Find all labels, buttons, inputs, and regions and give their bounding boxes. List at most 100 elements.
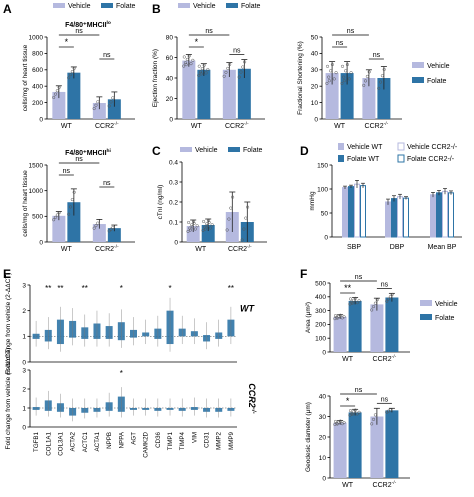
D-xlabel-SBP: SBP bbox=[347, 244, 361, 251]
D-legend-swatch-vehicle-ccr2 bbox=[397, 142, 405, 151]
A1-legend-folate: Folate bbox=[116, 3, 136, 10]
F1-ytick-label: 300 bbox=[315, 308, 326, 315]
F2-ylabel: Geodesic diameter (μm) bbox=[305, 402, 312, 472]
D-bar-1 bbox=[436, 192, 442, 238]
B2-ytick-label: 20 bbox=[311, 84, 319, 91]
B2-s3-point bbox=[378, 80, 383, 84]
B1-s2-point bbox=[228, 62, 232, 67]
A2-ytick-label: 0 bbox=[39, 239, 43, 246]
A2-ylabel: cells/mg of heart tissue bbox=[22, 170, 29, 237]
B2-xlabel-ccr2: CCR2-/- bbox=[365, 121, 389, 130]
B1-legend-swatch-vehicle bbox=[178, 3, 190, 8]
A1-legend-vehicle: Vehicle bbox=[68, 3, 91, 10]
F2-s1-point bbox=[348, 409, 353, 413]
C-ytick-label: 0 bbox=[174, 239, 178, 246]
B1-legend-vehicle: Vehicle bbox=[193, 3, 216, 10]
F2-ytick-label: 20 bbox=[319, 434, 327, 441]
C-s0-point bbox=[186, 229, 190, 233]
A2-ann-wt-sig-label: ns bbox=[63, 168, 71, 175]
F1-s0-point bbox=[338, 313, 342, 317]
A2-s3-point bbox=[109, 227, 113, 231]
B2-s3-bar bbox=[377, 78, 391, 119]
E-xlabel-CAMK2D: CAMK2D bbox=[143, 431, 150, 457]
B1-s0-point bbox=[191, 58, 195, 62]
F2-ann-wt-sig-label: * bbox=[346, 396, 350, 406]
B1-s3-point bbox=[243, 60, 247, 64]
B1-s1-point bbox=[197, 64, 201, 68]
E1-ytick-label: 2 bbox=[22, 308, 26, 315]
C-s1-point bbox=[210, 223, 214, 227]
B2-s0-point bbox=[325, 81, 329, 85]
A1-xlabel-ccr2: CCR2-/- bbox=[95, 121, 119, 130]
B1-s1-point bbox=[206, 68, 210, 72]
B2-s0-point bbox=[329, 69, 333, 73]
E1-star-NPPA: * bbox=[120, 284, 123, 293]
B1-s0-point bbox=[182, 55, 186, 59]
F1-s0-point bbox=[342, 315, 346, 319]
B2-s1-point bbox=[342, 75, 346, 79]
F2-s2-point bbox=[373, 413, 377, 417]
A1-s1-point bbox=[70, 69, 74, 74]
F1-s2-point bbox=[373, 301, 377, 305]
B2-s1-point bbox=[349, 71, 353, 75]
A1-s1-point bbox=[72, 66, 76, 70]
E-xlabel-VIM: VIM bbox=[191, 432, 198, 443]
F1-ytick-label: 400 bbox=[315, 294, 326, 301]
B1-xlabel-wt: WT bbox=[191, 123, 203, 130]
C-s1-point bbox=[206, 218, 211, 223]
F1-s3-point bbox=[390, 292, 394, 296]
A2-ytick-label: 500 bbox=[32, 214, 43, 221]
E2-ytick-label: 3 bbox=[22, 367, 26, 374]
F2-ytick-label: 0 bbox=[322, 475, 326, 482]
C-s2-point bbox=[225, 228, 229, 232]
D-bar-2 bbox=[354, 183, 360, 238]
A1-ytick-label: 200 bbox=[32, 100, 43, 107]
F1-s0-point bbox=[335, 316, 339, 320]
F2-s1-point bbox=[352, 410, 356, 414]
B2-ann-wt-sig-label: ns bbox=[336, 40, 344, 47]
A2-s2-point bbox=[94, 224, 98, 228]
C-s0-point bbox=[193, 227, 197, 231]
B2-s0-bar bbox=[325, 73, 339, 119]
E1-star-COL1A1: ** bbox=[45, 284, 51, 293]
C-s3-point bbox=[242, 227, 246, 231]
B2-s2-point bbox=[365, 74, 369, 78]
A2-s0-point bbox=[55, 213, 59, 217]
F2-s0-point bbox=[342, 421, 346, 425]
F2-s3-bar bbox=[385, 410, 399, 478]
E-xlabel-AGT: AGT bbox=[131, 432, 138, 445]
E2-group-label: CCR2-/- bbox=[247, 383, 257, 413]
A2-s0-point bbox=[52, 218, 56, 222]
A1-ytick-label: 400 bbox=[32, 84, 43, 91]
D-ytick-label: 0 bbox=[324, 234, 328, 241]
F2-ytick-label: 10 bbox=[319, 455, 327, 462]
B2-legend-folate: Folate bbox=[427, 78, 447, 85]
D-ylabel: mmHg bbox=[309, 191, 316, 211]
D-bar-1 bbox=[348, 186, 354, 238]
F1-legend-vehicle: Vehicle bbox=[435, 301, 458, 308]
B1-s2-point bbox=[222, 74, 226, 78]
B1-s2-point bbox=[226, 66, 230, 70]
F1-xlabel-wt: WT bbox=[342, 356, 354, 363]
C-legend-swatch-vehicle bbox=[180, 147, 192, 152]
C-s0-point bbox=[192, 221, 196, 225]
B1-ann-ns-groups-sig-label: ns bbox=[205, 28, 213, 35]
B2-s3-point bbox=[382, 67, 386, 72]
F1-ytick-label: 200 bbox=[315, 322, 326, 329]
B2-ann-ccr2-sig-label: ns bbox=[373, 52, 381, 59]
F1-s2-point bbox=[370, 308, 374, 312]
E1-ytick-label: 1 bbox=[22, 334, 26, 341]
C-s1-point bbox=[208, 226, 212, 230]
B1-s0-point bbox=[182, 64, 186, 68]
D-xlabel-Mean BP: Mean BP bbox=[428, 244, 457, 251]
F2-s1-point bbox=[355, 412, 359, 416]
E1-group-label: WT bbox=[240, 304, 255, 314]
F1-s0-bar bbox=[333, 316, 347, 352]
D-legend-folate-wt: Folate WT bbox=[347, 156, 380, 163]
B2-s2-point bbox=[367, 70, 371, 74]
B1-s3-bar bbox=[237, 68, 251, 119]
F1-s3-point bbox=[388, 295, 392, 299]
A2-s2-point bbox=[96, 221, 100, 225]
E1-star-MMP9: ** bbox=[228, 284, 234, 293]
